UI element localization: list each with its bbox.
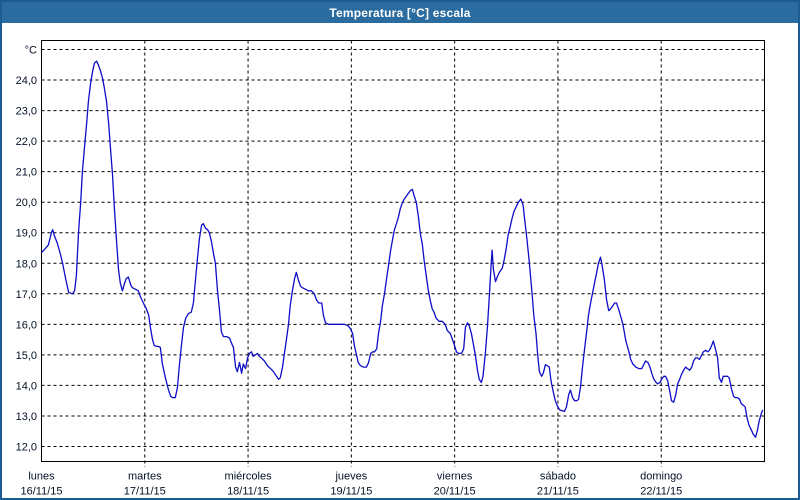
y-tick-label: 20,0 bbox=[16, 197, 37, 209]
x-date-label: 20/11/15 bbox=[434, 486, 476, 498]
x-date-label: 22/11/15 bbox=[640, 486, 682, 498]
y-tick-label: 22,0 bbox=[16, 136, 37, 148]
y-tick-label: 19,0 bbox=[16, 228, 37, 240]
y-tick-label: 12,0 bbox=[16, 442, 37, 454]
x-date-label: 18/11/15 bbox=[227, 486, 269, 498]
y-tick-label: 18,0 bbox=[16, 258, 37, 270]
y-tick-label: 13,0 bbox=[16, 411, 37, 423]
y-tick-label: 16,0 bbox=[16, 319, 37, 331]
x-date-label: 19/11/15 bbox=[330, 486, 372, 498]
y-tick-label: 15,0 bbox=[16, 350, 37, 362]
x-day-label: lunes bbox=[28, 471, 55, 483]
y-tick-label: 21,0 bbox=[16, 167, 37, 179]
window-title: Temperatura [°C] escala bbox=[329, 5, 471, 20]
temperature-series-line bbox=[41, 60, 764, 438]
x-day-label: domingo bbox=[640, 471, 682, 483]
y-tick-label: 24,0 bbox=[16, 75, 37, 87]
x-day-label: miércoles bbox=[225, 471, 273, 483]
x-day-label: viernes bbox=[437, 471, 473, 483]
x-date-label: 21/11/15 bbox=[537, 486, 579, 498]
y-tick-label: 17,0 bbox=[16, 289, 37, 301]
y-tick-label: 14,0 bbox=[16, 380, 37, 392]
y-tick-label: 23,0 bbox=[16, 106, 37, 118]
plot-frame bbox=[41, 40, 765, 462]
x-date-label: 16/11/15 bbox=[20, 486, 62, 498]
y-axis-unit-label: °C bbox=[25, 45, 37, 57]
x-day-label: martes bbox=[128, 471, 162, 483]
x-date-label: 17/11/15 bbox=[124, 486, 166, 498]
x-day-label: jueves bbox=[334, 471, 367, 483]
window-titlebar: Temperatura [°C] escala bbox=[2, 2, 798, 23]
x-day-label: sábado bbox=[540, 471, 576, 483]
temperature-chart: 12,0 13,0 14,0 15,0 16,0 17,0 18,0 19,0 20,0 21,0… bbox=[16, 40, 765, 498]
